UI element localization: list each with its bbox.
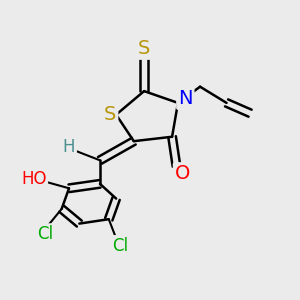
Text: H: H [63,138,75,156]
Text: O: O [175,164,190,183]
Text: N: N [178,89,193,108]
Text: S: S [138,39,150,58]
Text: Cl: Cl [112,237,129,255]
Text: S: S [104,105,116,124]
Text: Cl: Cl [38,225,53,243]
Text: HO: HO [21,170,46,188]
